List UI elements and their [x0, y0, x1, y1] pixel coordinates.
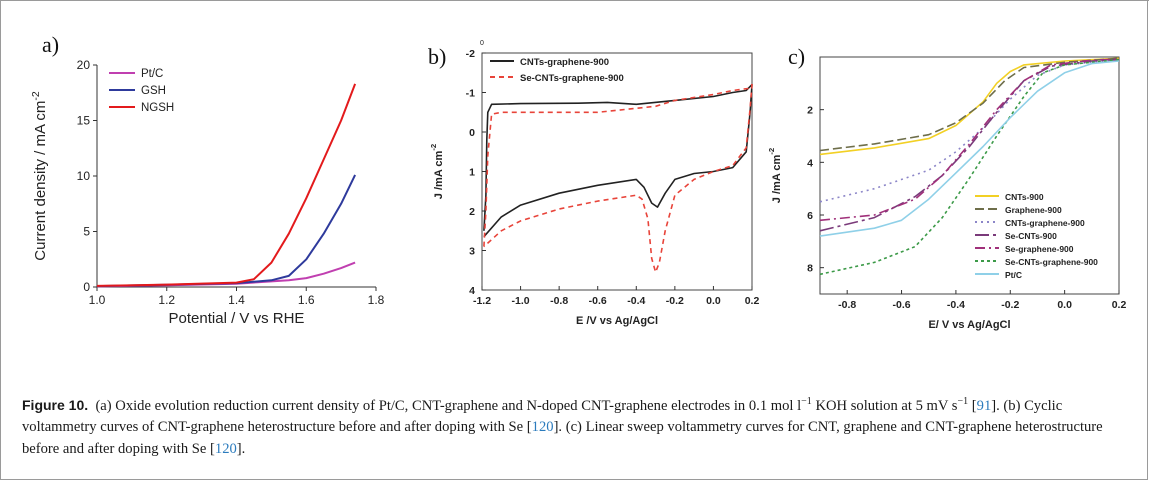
x-tick-label: 1.2	[158, 293, 175, 307]
x-tick-label: -0.6	[589, 295, 607, 307]
panel-label: c)	[788, 44, 805, 69]
x-tick-label: 1.4	[228, 293, 245, 307]
x-tick-label: -1.2	[473, 295, 491, 307]
x-tick-label: 0.0	[1057, 299, 1072, 311]
series-line	[819, 57, 1120, 152]
x-tick-label: 1.6	[298, 293, 315, 307]
legend-label: CNTs-900	[1005, 192, 1044, 202]
legend-label: Se-CNTs-900	[1005, 231, 1057, 241]
reference-link-120-b[interactable]: 120	[531, 419, 554, 436]
legend-label: Se-CNTs-graphene-900	[1005, 257, 1098, 267]
caption-text-5: ]. (c) Linear sweep voltammetry curves f…	[22, 419, 1103, 457]
y-tick-label: 15	[77, 114, 91, 128]
y-tick-label: 1	[469, 167, 475, 179]
legend-label: Se-CNTs-graphene-900	[520, 73, 624, 84]
series-line	[819, 58, 1120, 203]
x-tick-label: 0.0	[706, 295, 721, 307]
y-tick-label: 2	[807, 105, 813, 117]
panel-label: b)	[428, 44, 446, 69]
x-tick-label: 0.2	[745, 295, 760, 307]
y-tick-label: -2	[466, 48, 475, 60]
x-tick-label: 1.8	[368, 293, 385, 307]
y-tick-label: 10	[77, 169, 91, 183]
x-tick-label: -1.0	[512, 295, 530, 307]
y-axis-label: J /mA cm-2	[429, 144, 445, 199]
legend-label: Graphene-900	[1005, 205, 1062, 215]
series-line	[483, 83, 753, 273]
legend-label: GSH	[141, 85, 166, 97]
panel-label: a)	[42, 32, 59, 57]
x-tick-label: -0.2	[666, 295, 684, 307]
y-tick-label: 2	[469, 206, 475, 218]
series-line	[96, 83, 357, 287]
series-line	[819, 58, 1120, 232]
y-tick-label: 5	[83, 225, 90, 239]
legend-label: NGSH	[141, 102, 174, 114]
caption-text-4: ]. (b) Cyclic voltammetry curves of CNT-…	[22, 397, 1063, 436]
series-line	[96, 174, 356, 288]
y-tick-label: 20	[77, 58, 91, 72]
y-tick-label: 0	[83, 280, 90, 294]
y-axis-label: Current density / mA cm-2	[30, 91, 49, 261]
x-axis-label: E /V vs Ag/AgCl	[576, 315, 658, 327]
reference-link-91[interactable]: 91	[976, 397, 992, 414]
figure-caption: Figure 10. (a) Oxide evolution reduction…	[22, 391, 1132, 460]
x-tick-label: 0.2	[1112, 299, 1127, 311]
caption-sup-2: −1	[957, 396, 969, 407]
y-tick-label: -1	[466, 88, 475, 100]
reference-link-120-c[interactable]: 120	[214, 440, 237, 457]
legend-label: CNTs-graphene-900	[1005, 218, 1085, 228]
x-tick-label: -0.8	[838, 299, 856, 311]
y-tick-label: 0	[480, 40, 484, 47]
caption-text-1: (a) Oxide evolution reduction current de…	[95, 397, 802, 414]
figure-label: Figure 10.	[22, 396, 89, 413]
series-line	[819, 57, 1120, 156]
top-border	[0, 0, 1149, 1]
caption-sup-1: −1	[801, 396, 812, 407]
legend-label: Se-graphene-900	[1005, 244, 1074, 254]
y-axis-label-sup: -2	[767, 148, 776, 155]
caption-text-6: ].	[236, 440, 246, 457]
legend-label: CNTs-graphene-900	[520, 57, 609, 68]
caption-text-2: KOH solution at 5 mV s	[811, 397, 958, 414]
series-line	[483, 83, 753, 238]
series-line	[819, 58, 1120, 222]
y-tick-label: 0	[469, 127, 475, 139]
legend-label: Pt/C	[141, 68, 163, 80]
x-tick-label: -0.2	[1001, 299, 1019, 311]
x-tick-label: -0.6	[892, 299, 910, 311]
plot-frame	[819, 56, 1120, 295]
x-tick-label: -0.8	[550, 295, 568, 307]
legend-label: Pt/C	[1005, 270, 1022, 280]
y-tick-label: 4	[469, 285, 475, 297]
caption-text-3: [	[968, 397, 977, 414]
y-tick-label: 6	[807, 210, 813, 222]
y-axis-label-sup: -2	[429, 144, 438, 151]
y-axis-label: J /mA cm-2	[767, 148, 783, 203]
y-tick-label: 8	[807, 263, 813, 275]
x-axis-label: E/ V vs Ag/AgCl	[928, 319, 1010, 331]
series-line	[819, 58, 1120, 276]
series-line	[819, 60, 1120, 237]
y-tick-label: 4	[807, 157, 813, 169]
x-tick-label: 1.0	[89, 293, 106, 307]
y-tick-label: 3	[469, 246, 475, 258]
x-tick-label: -0.4	[947, 299, 965, 311]
y-axis-label-sup: -2	[30, 91, 42, 100]
x-axis-label: Potential / V vs RHE	[169, 310, 305, 327]
x-tick-label: -0.4	[627, 295, 645, 307]
